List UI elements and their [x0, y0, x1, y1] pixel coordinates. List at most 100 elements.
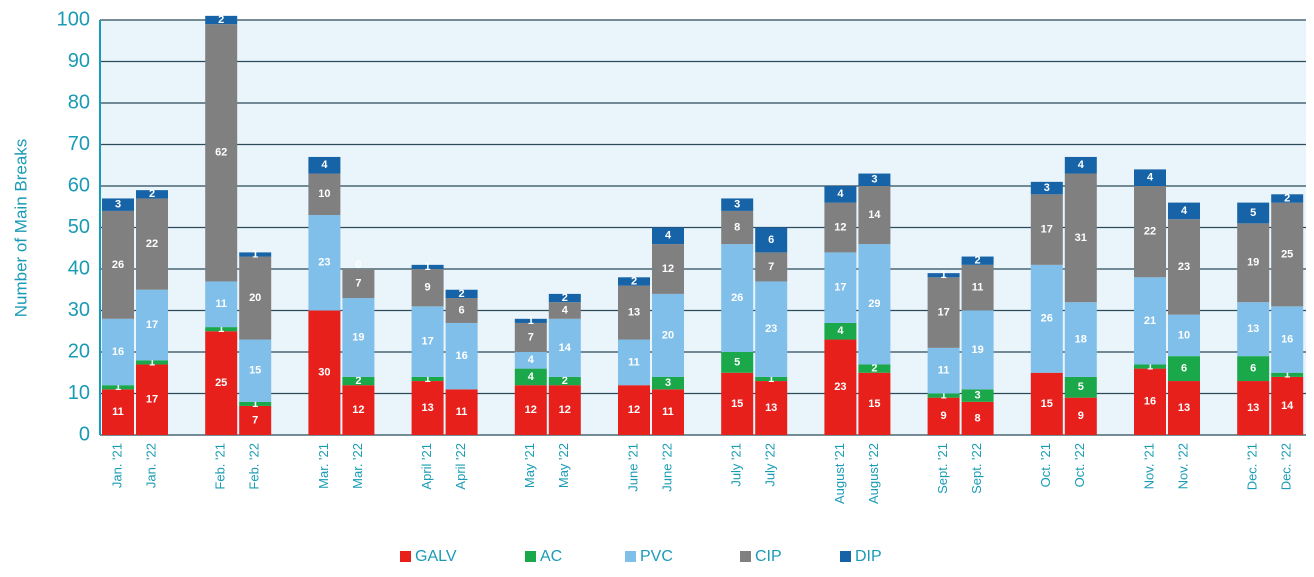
value-label: 9 [1078, 410, 1084, 422]
value-label: 4 [665, 230, 672, 242]
bar-segment [308, 215, 341, 311]
bar-segment [205, 327, 238, 332]
bar-segment [239, 405, 272, 435]
bar-segment [721, 244, 754, 352]
bar-segment [858, 364, 891, 373]
bar-segment [445, 298, 478, 323]
bar-segment [445, 289, 478, 299]
legend-label: AC [540, 548, 562, 565]
bar-segment [514, 318, 547, 323]
value-label: 22 [1144, 226, 1156, 238]
x-tick-label: Dec. '22 [1279, 443, 1294, 490]
bar-segment [927, 273, 960, 278]
value-label: 22 [146, 238, 158, 250]
bar-segment [102, 318, 134, 386]
value-label: 17 [1041, 223, 1053, 235]
value-label: 19 [352, 331, 364, 343]
y-tick-label: 0 [79, 423, 90, 445]
value-label: 19 [971, 344, 983, 356]
value-label: 7 [768, 261, 774, 273]
value-label: 2 [149, 188, 155, 200]
x-tick-label: Nov. '21 [1141, 443, 1156, 489]
bar-segment [411, 306, 444, 377]
value-label: 13 [421, 402, 433, 414]
bar-segment [652, 293, 684, 377]
value-label: 25 [215, 377, 227, 389]
bar-segment [961, 310, 994, 390]
bar-segment [102, 385, 134, 390]
value-label: 15 [731, 398, 743, 410]
value-label: 13 [1247, 323, 1259, 335]
x-tick-label: Sept. '22 [969, 443, 984, 494]
value-label: 4 [321, 159, 328, 171]
legend-label: PVC [640, 548, 673, 565]
value-label: 7 [528, 331, 534, 343]
bar-segment [1168, 219, 1200, 315]
x-tick-label: August '22 [866, 443, 881, 504]
bar-segment [927, 393, 960, 398]
bar-segment [1271, 306, 1304, 373]
value-label: 1 [768, 373, 774, 385]
value-label: 19 [1247, 257, 1259, 269]
value-label: 2 [218, 14, 224, 26]
bar-segment [239, 252, 272, 257]
value-label: 4 [528, 371, 535, 383]
bar-segment [824, 186, 857, 203]
value-label: 16 [455, 350, 467, 362]
value-label: 15 [1041, 398, 1053, 410]
y-tick-label: 100 [57, 8, 90, 30]
bar-segment [1237, 381, 1270, 435]
x-tick-label: April '21 [419, 443, 434, 490]
value-label: 1 [218, 323, 224, 335]
legend-swatch [525, 551, 536, 562]
value-label: 1 [115, 381, 121, 393]
bar-segment [755, 227, 788, 253]
value-label: 23 [765, 323, 777, 335]
value-label: 11 [456, 406, 468, 418]
value-label: 62 [215, 147, 227, 159]
bar-segment [136, 198, 168, 290]
value-label: 14 [559, 342, 572, 354]
value-label: 12 [662, 263, 674, 275]
value-label: 1 [149, 356, 155, 368]
value-label: 10 [318, 188, 330, 200]
bar-segment [205, 331, 238, 435]
value-label: 5 [1250, 207, 1256, 219]
value-label: 1 [425, 373, 431, 385]
bar-segment [1271, 202, 1304, 307]
value-label: 12 [525, 404, 537, 416]
value-label: 1 [425, 261, 431, 273]
value-label: 17 [834, 282, 846, 294]
bar-segment [445, 389, 478, 435]
x-tick-label: August '21 [832, 443, 847, 504]
y-tick-label: 90 [68, 50, 90, 72]
value-label: 17 [421, 336, 433, 348]
value-label: 4 [837, 188, 844, 200]
bar-segment [205, 281, 238, 328]
bar-segment [721, 352, 754, 373]
bar-segment [205, 15, 238, 25]
x-tick-label: Dec. '21 [1245, 443, 1260, 490]
value-label: 14 [868, 209, 881, 221]
bar-segment [755, 381, 788, 435]
bar-segment [721, 372, 754, 435]
value-label: 17 [937, 306, 949, 318]
bar-segment [205, 24, 238, 282]
value-label: 20 [249, 292, 261, 304]
bar-segment [755, 281, 788, 377]
x-tick-label: Sept. '21 [935, 443, 950, 494]
value-label: 16 [1281, 333, 1293, 345]
value-label: 18 [1075, 333, 1087, 345]
bar-segment [858, 186, 891, 245]
value-label: 1 [1147, 360, 1153, 372]
value-label: 1 [252, 398, 258, 410]
value-label: 11 [628, 356, 640, 368]
value-label: 2 [1284, 192, 1290, 204]
value-label: 2 [975, 255, 981, 267]
value-label: 0 [355, 259, 361, 271]
bar-segment [1168, 381, 1200, 435]
value-label: 11 [972, 282, 984, 294]
bar-segment [824, 339, 857, 435]
x-tick-label: Feb. '22 [247, 443, 262, 490]
